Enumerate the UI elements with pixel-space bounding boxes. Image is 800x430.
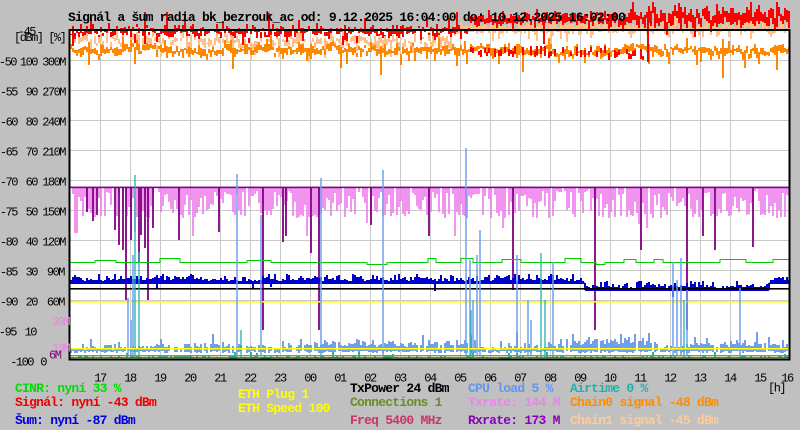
svg-text:Txrate: 144 M: Txrate: 144 M	[468, 395, 561, 410]
svg-text:Signál: nyní -43 dBm: Signál: nyní -43 dBm	[15, 395, 157, 410]
svg-text:14: 14	[724, 372, 737, 386]
svg-text:-85: -85	[0, 266, 18, 280]
svg-text:6M: 6M	[49, 349, 62, 363]
svg-text:00: 00	[304, 372, 317, 386]
svg-text:06: 06	[484, 372, 497, 386]
svg-text:-45: -45	[18, 25, 36, 39]
svg-text:05: 05	[454, 372, 467, 386]
svg-text:-75: -75	[0, 206, 18, 220]
svg-text:[h]: [h]	[768, 382, 785, 396]
svg-text:22: 22	[244, 372, 257, 386]
svg-text:11: 11	[634, 372, 647, 386]
svg-text:Freq 5400 MHz: Freq 5400 MHz	[350, 413, 442, 428]
svg-text:19: 19	[154, 372, 167, 386]
svg-text:20: 20	[26, 296, 39, 310]
svg-text:80: 80	[26, 116, 39, 130]
svg-text:17: 17	[94, 372, 107, 386]
svg-text:20: 20	[184, 372, 197, 386]
svg-text:90: 90	[26, 86, 39, 100]
svg-text:70: 70	[26, 146, 39, 160]
svg-text:50: 50	[26, 206, 39, 220]
svg-text:Signál a šum radia bk_bezrouk_: Signál a šum radia bk_bezrouk_ac od: 9.1…	[68, 10, 626, 25]
svg-text:09: 09	[574, 372, 587, 386]
svg-text:120M: 120M	[42, 236, 66, 250]
svg-text:180M: 180M	[42, 176, 66, 190]
svg-text:[dBm] [%]: [dBm] [%]	[14, 31, 65, 45]
svg-text:10: 10	[25, 326, 38, 340]
svg-text:01: 01	[334, 372, 347, 386]
svg-text:-90: -90	[0, 296, 18, 310]
svg-text:210M: 210M	[42, 146, 66, 160]
svg-text:Airtime 0 %: Airtime 0 %	[570, 381, 649, 396]
svg-text:Chain1 signal -45 dBm: Chain1 signal -45 dBm	[570, 413, 719, 428]
svg-text:300M: 300M	[42, 56, 66, 70]
svg-text:CPU load 5 %: CPU load 5 %	[468, 381, 554, 396]
svg-text:16: 16	[781, 372, 794, 386]
svg-text:ETH Plug 1: ETH Plug 1	[238, 387, 309, 402]
svg-text:21: 21	[214, 372, 227, 386]
svg-text:-55: -55	[0, 86, 18, 100]
svg-text:18: 18	[124, 372, 137, 386]
svg-text:-70: -70	[0, 176, 18, 190]
svg-text:ETH Speed 100: ETH Speed 100	[238, 401, 331, 416]
svg-text:0: 0	[40, 356, 47, 370]
svg-text:100: 100	[20, 56, 38, 70]
svg-text:39M: 39M	[52, 315, 70, 329]
svg-text:-50: -50	[0, 56, 17, 70]
svg-text:CINR: nyní 33 %: CINR: nyní 33 %	[15, 381, 122, 396]
svg-text:TxPower 24 dBm: TxPower 24 dBm	[350, 381, 450, 396]
svg-text:Connections 1: Connections 1	[350, 395, 443, 410]
svg-text:08: 08	[544, 372, 557, 386]
svg-text:60M: 60M	[47, 296, 65, 310]
svg-text:-100: -100	[10, 356, 34, 370]
svg-text:Chain0 signal -48 dBm: Chain0 signal -48 dBm	[570, 395, 719, 410]
svg-text:60: 60	[26, 176, 39, 190]
svg-text:-95: -95	[0, 326, 17, 340]
svg-text:-60: -60	[0, 116, 18, 130]
svg-text:Rxrate: 173 M: Rxrate: 173 M	[468, 413, 561, 428]
svg-text:240M: 240M	[42, 116, 66, 130]
svg-text:13: 13	[694, 372, 707, 386]
svg-text:-65: -65	[0, 146, 18, 160]
svg-text:04: 04	[424, 372, 437, 386]
svg-text:10: 10	[604, 372, 617, 386]
svg-text:40: 40	[26, 236, 39, 250]
svg-text:23: 23	[274, 372, 287, 386]
svg-text:270M: 270M	[42, 86, 66, 100]
svg-text:-80: -80	[0, 236, 18, 250]
svg-text:30: 30	[26, 266, 39, 280]
svg-text:Šum: nyní -87 dBm: Šum: nyní -87 dBm	[15, 413, 136, 428]
svg-text:02: 02	[364, 372, 377, 386]
svg-text:150M: 150M	[42, 206, 66, 220]
svg-text:90M: 90M	[47, 266, 65, 280]
svg-text:15: 15	[754, 372, 767, 386]
svg-text:07: 07	[514, 372, 527, 386]
svg-text:12: 12	[664, 372, 677, 386]
svg-text:13M: 13M	[52, 342, 70, 356]
svg-text:03: 03	[394, 372, 407, 386]
